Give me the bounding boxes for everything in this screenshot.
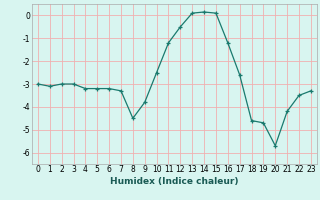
X-axis label: Humidex (Indice chaleur): Humidex (Indice chaleur) — [110, 177, 239, 186]
